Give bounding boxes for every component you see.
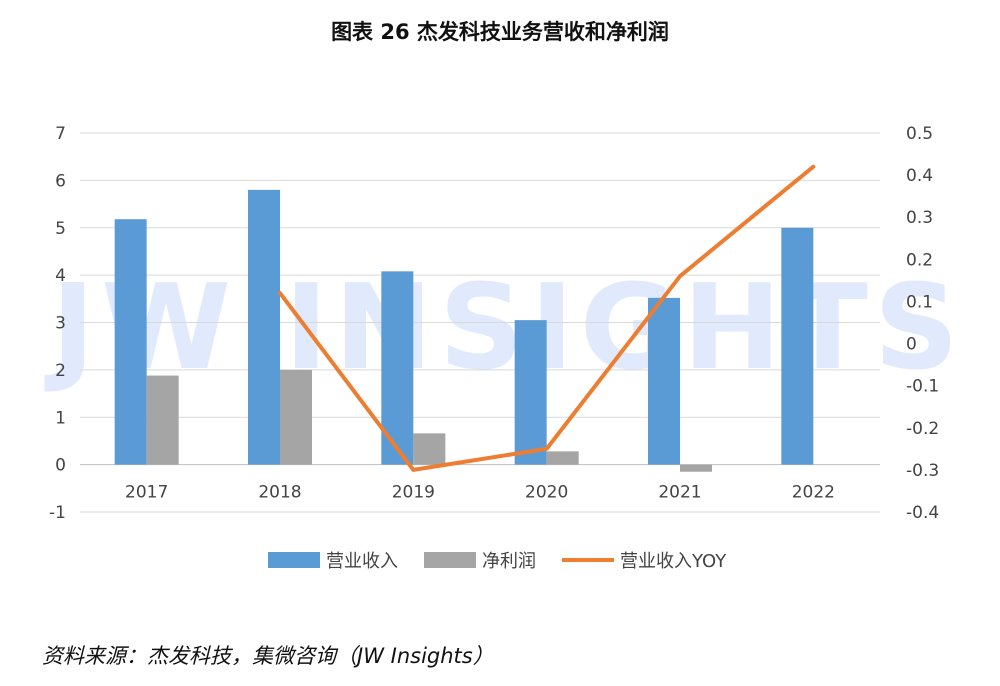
legend-label: 净利润 [482,551,536,572]
y-right-tick-label: -0.1 [906,377,939,397]
bar [781,227,814,465]
y-right-tick-label: 0.2 [906,250,933,270]
bar [280,369,312,465]
y-left-tick-label: 1 [55,408,66,428]
y-right-tick-label: 0.1 [906,292,933,312]
x-tick-label: 2018 [258,483,301,503]
chart-title: 图表 26 杰发科技业务营收和净利润 [331,20,669,44]
bar [114,219,147,465]
bar [514,320,547,465]
watermark-text: JW INSIGHTS [44,258,965,396]
legend-swatch [424,552,476,568]
bar [248,189,280,465]
y-right-tick-label: 0.3 [906,208,933,228]
yoy-line [278,164,816,472]
source-note: 资料来源：杰发科技，集微咨询（JW Insights） [42,644,494,668]
y-left-tick-label: 3 [55,314,66,334]
y-left-tick-label: 6 [55,171,66,191]
bar [413,433,446,465]
tick-labels: -1 0 1 2 3 4 5 6 7 -0.4 -0.3 -0.2 -0.1 0 0.1 0.2 0.3 0.4 0… [49,124,939,523]
legend: 营业收入 净利润 营业收入YOY [268,551,727,572]
bar [546,451,579,465]
x-tick-label: 2019 [392,483,435,503]
y-right-tick-label: 0.5 [906,124,933,144]
y-right-tick-label: 0 [906,335,917,355]
y-right-tick-label: 0.4 [906,166,933,186]
x-tick-label: 2022 [792,483,835,503]
y-left-tick-label: 2 [55,361,66,381]
y-left-tick-label: 5 [55,219,66,239]
bar-group [114,189,814,472]
bar [146,375,179,465]
grid-lines [80,132,880,513]
y-left-tick-label: 7 [55,124,66,144]
y-right-tick-label: -0.3 [906,461,939,481]
y-right-tick-label: -0.4 [906,503,939,523]
x-tick-label: 2020 [525,483,568,503]
legend-label: 营业收入 [326,551,398,572]
bar [648,297,680,465]
y-left-tick-label: 4 [55,266,66,286]
legend-swatch [268,552,320,568]
y-left-tick-label: -1 [49,503,66,523]
bar [680,464,712,472]
x-tick-label: 2017 [125,483,168,503]
y-left-tick-label: 0 [55,456,66,476]
x-tick-label: 2021 [658,483,701,503]
line-group [278,164,816,472]
legend-label: 营业收入YOY [620,551,727,572]
y-right-tick-label: -0.2 [906,419,939,439]
